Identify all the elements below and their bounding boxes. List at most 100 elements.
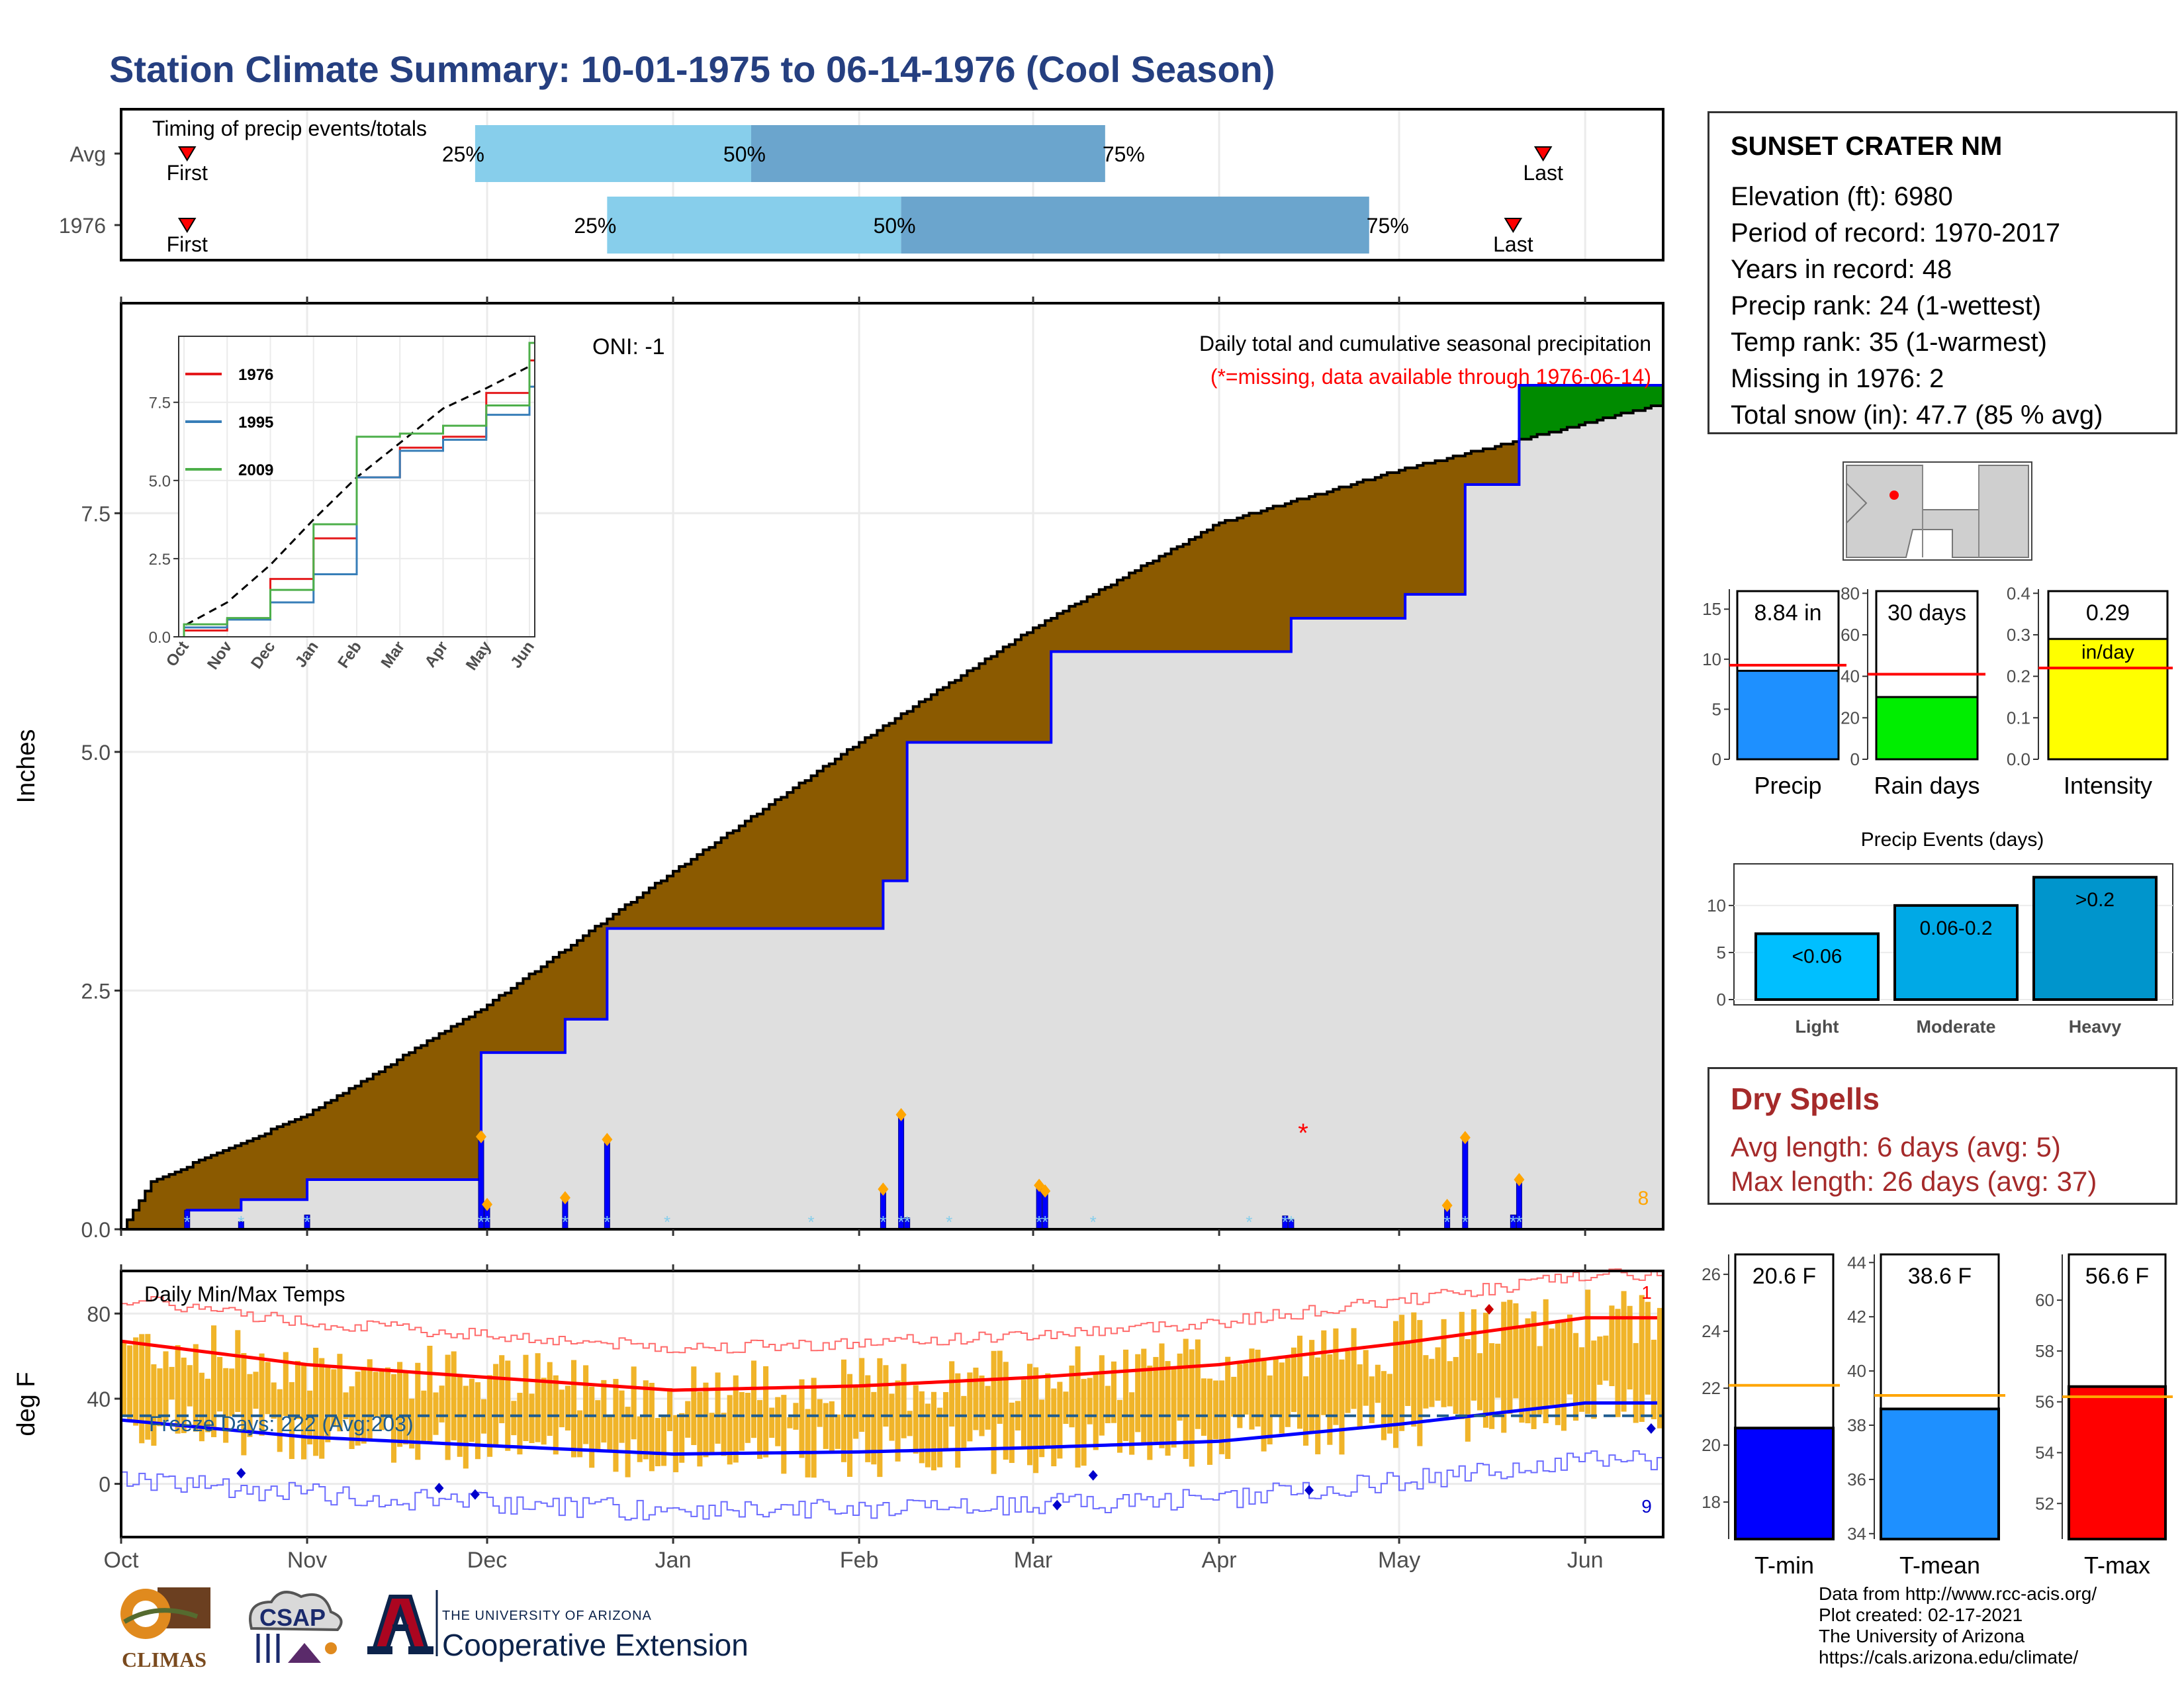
daily-temp-bar [1465, 1338, 1471, 1442]
daily-temp-bar [1201, 1378, 1206, 1436]
first-marker [177, 146, 197, 162]
daily-temp-bar [1633, 1342, 1639, 1423]
x-tick-label: Apr [1202, 1548, 1237, 1573]
record-high-line [121, 1268, 1663, 1354]
event-range-label: <0.06 [1792, 946, 1843, 968]
heavy-event-marker [602, 1133, 613, 1147]
x-tick-label: Jun [1567, 1548, 1604, 1573]
daily-temp-bar [331, 1369, 337, 1427]
intensity-bar [2047, 637, 2169, 761]
daily-temp-bar [1116, 1399, 1123, 1453]
daily-temp-bar [1069, 1365, 1075, 1428]
y-tick-label: 0 [1712, 749, 1721, 769]
daily-temp-bar [751, 1360, 757, 1438]
y-tick-label: 44 [1847, 1252, 1866, 1272]
daily-temp-bar [1549, 1328, 1555, 1405]
daily-temp-bar [1603, 1335, 1609, 1381]
daily-temp-bar [1459, 1311, 1465, 1419]
station-years: Years in record: 48 [1731, 255, 1952, 284]
daily-temp-bar [997, 1350, 1003, 1424]
y-tick-label: 0.0 [2007, 749, 2030, 769]
y-tick-label: 34 [1847, 1524, 1866, 1544]
daily-temp-bar [655, 1418, 660, 1466]
daily-temp-bar [739, 1391, 745, 1451]
precip-panel-note: (*=missing, data available through 1976-… [1210, 365, 1651, 389]
daily-temp-bar [397, 1362, 403, 1447]
daily-temp-bar [979, 1375, 985, 1436]
daily-temp-bar [1267, 1375, 1273, 1444]
daily-temp-bar [1405, 1340, 1411, 1406]
missing-marker: * [1298, 1119, 1308, 1148]
first-marker [177, 218, 197, 233]
y-tick-label: 36 [1847, 1470, 1866, 1489]
page-title: Station Climate Summary: 10-01-1975 to 0… [109, 48, 1275, 90]
daily-temp-bar [529, 1393, 535, 1444]
daily-temp-bar [835, 1414, 841, 1449]
daily-temp-bar [1153, 1356, 1159, 1442]
daily-temp-bar [127, 1345, 133, 1421]
observed-cumulative-line [121, 384, 1663, 1231]
daily-temp-bar [1231, 1376, 1237, 1417]
daily-temp-bar [577, 1410, 583, 1458]
daily-temp-bar [319, 1358, 325, 1459]
heavy-event-marker [1441, 1198, 1453, 1212]
daily-temp-bar [1285, 1358, 1291, 1427]
last-marker [1533, 146, 1553, 162]
x-tick-label: May [1378, 1548, 1420, 1573]
daily-temp-bar [643, 1380, 649, 1460]
inset-y-tick-label: 2.5 [149, 551, 171, 569]
daily-temp-bar [1225, 1356, 1231, 1460]
daily-temp-bar [1339, 1359, 1345, 1455]
record-high-marker [1484, 1303, 1494, 1315]
daily-temp-bar [1567, 1314, 1573, 1395]
daily-temp-bar [343, 1392, 349, 1420]
daily-temp-bar [145, 1334, 151, 1440]
daily-temp-bar [931, 1391, 936, 1471]
record-high-count: 1 [1641, 1282, 1652, 1303]
avg-min-line [120, 1401, 1657, 1456]
daily-temp-bar [1243, 1363, 1249, 1415]
daily-temp-bar [1615, 1309, 1621, 1417]
daily-temp-bar [991, 1350, 997, 1474]
daily-temp-bar [1087, 1378, 1093, 1425]
x-tick-label: Feb [840, 1548, 879, 1573]
daily-temp-bar [121, 1341, 127, 1417]
timing-title: Timing of precip events/totals [152, 117, 427, 140]
daily-temp-bar [535, 1353, 541, 1442]
daily-temp-bar [139, 1334, 145, 1444]
x-tick-label: Jan [655, 1548, 692, 1573]
daily-temp-bar [1057, 1382, 1063, 1459]
inset-legend-label: 2009 [238, 461, 273, 479]
tmax-bar [2068, 1385, 2167, 1540]
daily-temp-bar [985, 1385, 991, 1430]
climas-logo-text: CLIMAS [122, 1648, 206, 1671]
daily-temp-bar [1621, 1291, 1627, 1412]
timing-label-50: 50% [874, 214, 916, 238]
daily-temp-bar [223, 1368, 229, 1443]
snow-marker: * [604, 1212, 610, 1232]
daily-temp-bar [787, 1417, 793, 1429]
station-period: Period of record: 1970-2017 [1731, 218, 2061, 248]
ua-logo-big-text: Cooperative Extension [442, 1628, 749, 1662]
avg-cumulative-line [121, 403, 1664, 1231]
dry-spells-avg: Avg length: 6 days (avg: 5) [1731, 1131, 2061, 1162]
daily-temp-bar [811, 1378, 817, 1478]
daily-temp-bar [565, 1385, 570, 1431]
precip-panel: * * * ** * * * ** ** ** * * *** * * * **0.02.55.07.5Inch… [13, 297, 1664, 1242]
timing-label-50: 50% [723, 142, 766, 166]
daily-temp-bar [775, 1397, 781, 1446]
daily-temp-bar [1519, 1326, 1525, 1423]
daily-temp-bar [589, 1386, 595, 1468]
daily-temp-bar [210, 1325, 217, 1438]
tmin-axis-label: T-min [1754, 1552, 1814, 1579]
daily-temp-bar [1159, 1343, 1165, 1448]
daily-temp-bar [1531, 1311, 1537, 1429]
daily-temp-bar [409, 1398, 415, 1449]
daily-temp-bar [373, 1372, 379, 1417]
y-tick-label: 40 [1841, 667, 1860, 686]
inset-border [178, 336, 535, 637]
snow-marker: * [1282, 1212, 1289, 1232]
daily-temp-bar [427, 1345, 433, 1442]
daily-temp-bar [133, 1337, 139, 1426]
daily-temp-bar [463, 1385, 469, 1469]
